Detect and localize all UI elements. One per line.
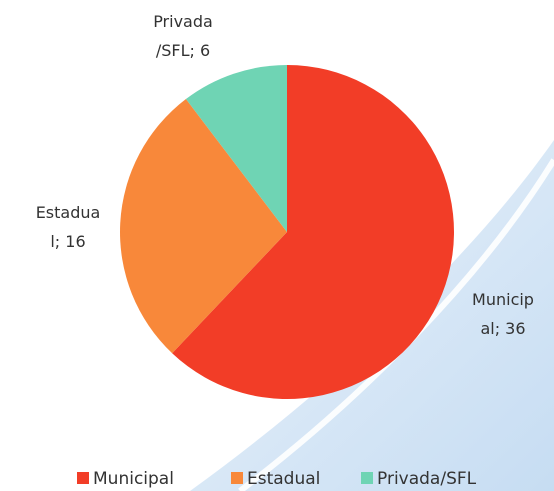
legend-swatch (231, 472, 243, 484)
data-label-line: /SFL; 6 (156, 41, 210, 60)
legend-label: Municipal (93, 469, 174, 489)
background-swoosh (190, 140, 554, 491)
data-label-line: l; 16 (50, 232, 85, 251)
legend: Municipal Estadual Privada/SFL (77, 469, 477, 489)
pie (119, 65, 454, 400)
data-label-line: Privada (153, 12, 213, 31)
data-label-line: Estadua (36, 203, 101, 222)
data-label-line: al; 36 (480, 319, 525, 338)
data-label: Privada/SFL; 6 (153, 12, 213, 60)
data-label: Estadua l; 16 (36, 203, 101, 251)
data-labels: Municip al; 36 Estadua l; 16 Privada/SFL; 6 (36, 12, 534, 338)
legend-label: Estadual (247, 469, 320, 489)
legend-swatch (77, 472, 89, 484)
pie-slice (172, 65, 454, 400)
legend-label: Privada/SFL (377, 469, 477, 489)
data-label-line: Municip (472, 290, 534, 309)
pie-slice (185, 65, 287, 232)
pie-slice (119, 99, 287, 354)
legend-swatch (361, 472, 373, 484)
data-label: Municip al; 36 (472, 290, 534, 338)
